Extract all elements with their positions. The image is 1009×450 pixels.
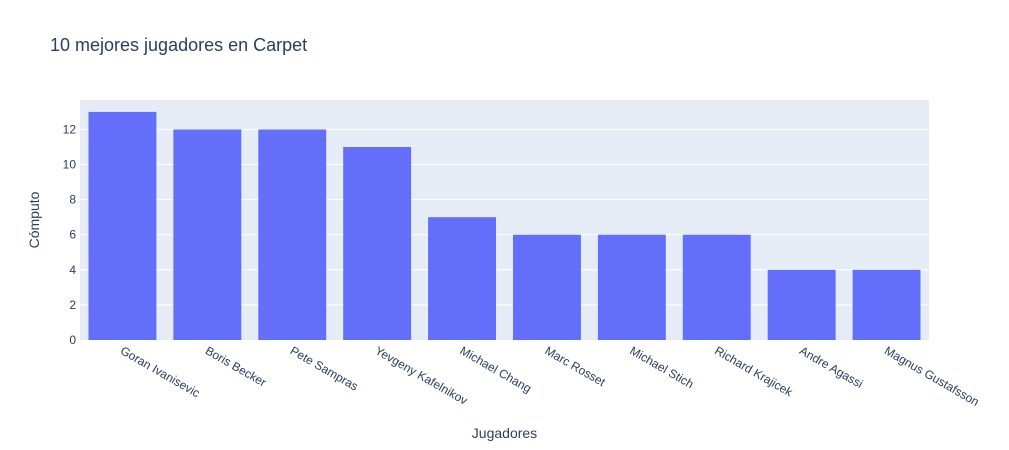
y-tick-label: 0 <box>69 333 76 347</box>
x-tick-label: Goran Ivanisevic <box>118 343 202 400</box>
x-tick-label: Yevgeny Kafelnikov <box>373 343 470 407</box>
bar-pete-sampras[interactable] <box>258 129 327 340</box>
x-axis-title: Jugadores <box>472 425 537 441</box>
x-tick-label: Andre Agassi <box>797 343 865 390</box>
y-axis-ticks: 0 2 4 6 8 10 12 <box>63 122 77 347</box>
x-axis-ticks: Goran Ivanisevic Boris Becker Pete Sampras… <box>118 343 982 408</box>
y-axis-title: Cómputo <box>26 191 42 248</box>
y-tick-label: 2 <box>69 298 76 312</box>
x-tick-label: Pete Sampras <box>288 343 361 393</box>
x-tick-label: Michael Stich <box>627 343 696 391</box>
bar-michael-stich[interactable] <box>597 234 666 340</box>
bar-boris-becker[interactable] <box>173 129 242 340</box>
x-tick-label: Magnus Gustafsson <box>882 343 981 408</box>
bar-andre-agassi[interactable] <box>767 269 836 340</box>
chart-title: 10 mejores jugadores en Carpet <box>50 35 307 55</box>
bar-magnus-gustafsson[interactable] <box>852 269 921 340</box>
y-tick-label: 4 <box>69 263 76 277</box>
bar-marc-rosset[interactable] <box>512 234 581 340</box>
y-tick-label: 12 <box>63 122 77 136</box>
x-tick-label: Boris Becker <box>203 343 269 389</box>
y-tick-label: 8 <box>69 193 76 207</box>
x-tick-label: Marc Rosset <box>542 343 608 389</box>
x-tick-label: Richard Krajicek <box>712 343 796 399</box>
bar-goran-ivanisevic[interactable] <box>88 111 157 340</box>
bar-yevgeny-kafelnikov[interactable] <box>343 147 412 340</box>
x-tick-label: Michael Chang <box>458 343 534 395</box>
bar-michael-chang[interactable] <box>428 217 497 340</box>
bar-richard-krajicek[interactable] <box>682 234 751 340</box>
bars <box>88 111 921 340</box>
y-tick-label: 6 <box>69 228 76 242</box>
y-tick-label: 10 <box>63 158 77 172</box>
